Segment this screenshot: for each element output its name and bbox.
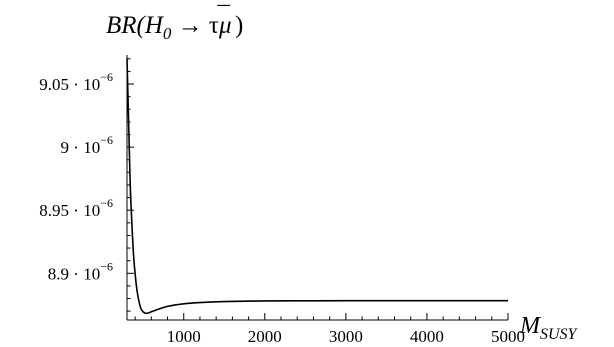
chart-title: BR(H0 → τμ¯) (106, 3, 243, 43)
axes (126, 55, 508, 321)
x-tick-label: 2000 (248, 327, 282, 346)
y-tick-label: 9 · 10−6 (61, 133, 113, 157)
x-axis-label: MSUSY (519, 313, 579, 343)
series-group (126, 58, 508, 315)
x-tick-label: 5000 (491, 327, 525, 346)
x-tick-label: 3000 (329, 327, 363, 346)
tick-marks (127, 58, 509, 320)
x-tick-label: 4000 (410, 327, 444, 346)
tick-labels: 1000 2000 3000 4000 5000 8.9 · 10−6 8.95 · 10−… (39, 70, 525, 346)
y-tick-label: 8.9 · 10−6 (48, 259, 113, 283)
series-line-0 (126, 58, 508, 315)
y-tick-label: 9.05 · 10−6 (39, 70, 113, 94)
y-tick-label: 8.95 · 10−6 (39, 196, 113, 220)
x-tick-label: 1000 (167, 327, 201, 346)
